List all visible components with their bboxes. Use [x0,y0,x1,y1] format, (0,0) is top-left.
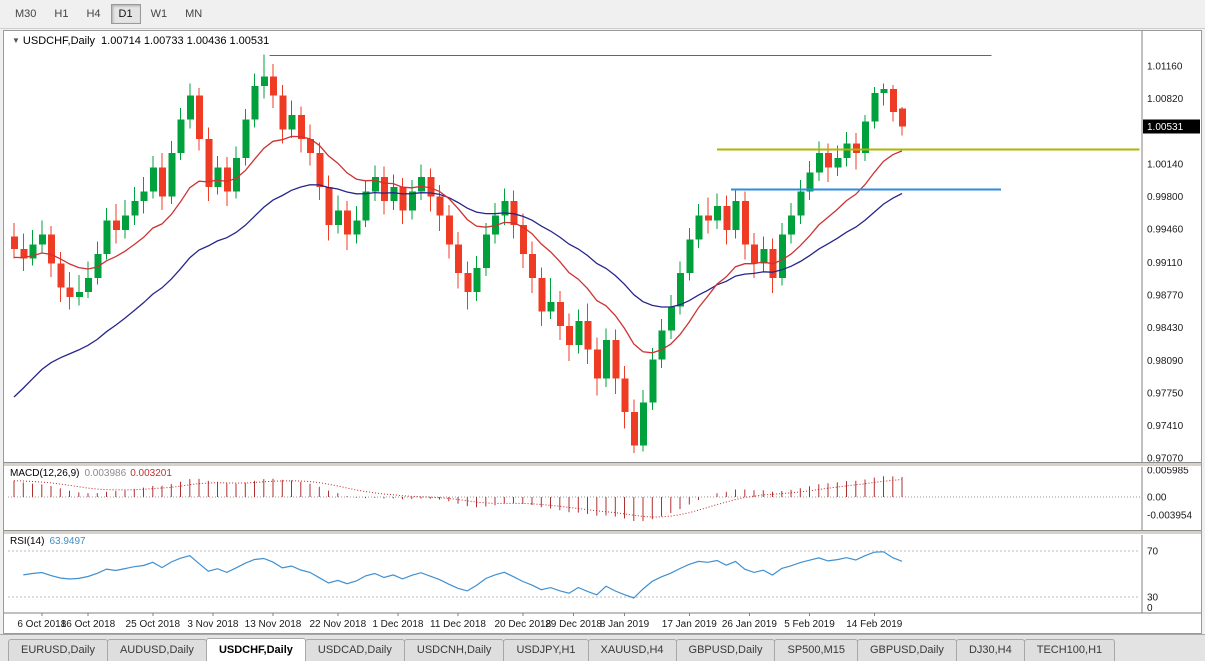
timeframe-button-mn[interactable]: MN [185,8,203,20]
panel-divider-macd[interactable] [4,462,1201,467]
chart-tab-usdcad-daily[interactable]: USDCAD,Daily [304,639,405,661]
chart-tab-dj30-h4[interactable]: DJ30,H4 [955,639,1025,661]
rsi-name: RSI(14) [10,536,45,547]
svg-text:1.00531: 1.00531 [1147,122,1184,133]
price-axis-label: 0.98430 [1147,323,1184,334]
chart-tab-tech100-h1[interactable]: TECH100,H1 [1023,639,1116,661]
macd-axis-label: 0.005985 [1147,466,1189,477]
price-axis-label: 0.99460 [1147,224,1184,235]
date-axis-label: 16 Oct 2018 [61,619,116,630]
chart-tab-audusd-daily[interactable]: AUDUSD,Daily [106,639,207,661]
chart-tab-gbpusd-daily[interactable]: GBPUSD,Daily [675,639,776,661]
price-axis-label: 0.98090 [1147,356,1184,367]
price-axis-label: 0.99800 [1147,192,1184,203]
chart-title: ▼ USDCHF,Daily 1.00714 1.00733 1.00436 1.0… [12,35,269,47]
macd-main-value: 0.003986 [84,468,127,479]
chart-window[interactable]: 1.01160 1.00820 1.00140 0.99800 0.99460 0.991… [3,30,1202,634]
rsi-indicator [8,550,1140,599]
date-axis-label: 5 Feb 2019 [784,619,835,630]
chart-canvas[interactable]: 1.01160 1.00820 1.00140 0.99800 0.99460 0.991… [4,31,1201,633]
chart-tab-usdjpy-h1[interactable]: USDJPY,H1 [503,639,589,661]
price-axis-label: 0.97410 [1147,421,1184,432]
date-axis-label: 6 Oct 2018 [17,619,66,630]
price-axis-label: 0.97070 [1147,454,1184,465]
current-price-tag [1143,119,1200,134]
timeframe-button-w1[interactable]: W1 [150,8,168,20]
macd-axis-label: -0.003954 [1147,510,1192,521]
chart-tab-sp500-m15[interactable]: SP500,M15 [774,639,858,661]
date-axis-label: 17 Jan 2019 [662,619,717,630]
timeframe-button-d1[interactable]: D1 [110,4,141,24]
chart-tab-xauusd-h4[interactable]: XAUUSD,H4 [587,639,677,661]
chart-ohlc-values: 1.00714 1.00733 1.00436 1.00531 [101,35,270,47]
timeframe-button-m30[interactable]: M30 [15,8,37,20]
timeframe-button-h4[interactable]: H4 [86,8,101,20]
macd-signal-value: 0.003201 [130,468,172,479]
macd-indicator-label: MACD(12,26,9) 0.003986 0.003201 [10,468,172,479]
date-axis-label: 13 Nov 2018 [245,619,302,630]
price-axis-label: 1.00820 [1147,94,1184,105]
date-axis-label: 22 Nov 2018 [309,619,366,630]
price-axis-label: 0.99110 [1147,258,1183,269]
date-axis-label: 25 Oct 2018 [126,619,181,630]
date-axis-label: 26 Jan 2019 [722,619,777,630]
fast-ma-line [13,135,903,354]
price-axis-label: 0.97750 [1147,388,1184,399]
timeframe-button-h1[interactable]: H1 [54,8,69,20]
rsi-indicator-label: RSI(14) 63.9497 [10,536,86,547]
price-axis-label: 1.01160 [1147,62,1183,73]
rsi-axis-label: 70 [1147,547,1159,558]
date-axis-label: 1 Dec 2018 [372,619,424,630]
chart-tab-usdchf-daily[interactable]: USDCHF,Daily [205,638,306,661]
date-axis-label: 29 Dec 2018 [545,619,602,630]
macd-axis-label: 0.00 [1147,493,1167,504]
date-axis-label: 20 Dec 2018 [494,619,551,630]
rsi-axis-label: 0 [1147,603,1153,614]
chart-tab-gbpusd-daily[interactable]: GBPUSD,Daily [856,639,957,661]
date-axis-label: 3 Nov 2018 [187,619,239,630]
price-axis-label: 0.98770 [1147,291,1184,302]
panel-divider-rsi[interactable] [4,530,1201,535]
rsi-axis-label: 30 [1147,593,1159,604]
chart-tab-usdcnh-daily[interactable]: USDCNH,Daily [403,639,505,661]
slow-ma-line [13,184,903,398]
chart-menu-arrow-icon: ▼ [12,36,20,45]
chart-tab-eurusd-daily[interactable]: EURUSD,Daily [8,639,108,661]
macd-name: MACD(12,26,9) [10,468,80,479]
date-axis-label: 8 Jan 2019 [600,619,650,630]
chart-symbol-period: USDCHF,Daily [22,35,96,47]
date-axis-label: 14 Feb 2019 [846,619,903,630]
rsi-line [23,551,903,599]
date-axis-label: 11 Dec 2018 [430,619,486,630]
moving-average-lines [13,135,903,398]
timeframe-toolbar: M30 H1 H4 D1 W1 MN [0,0,1205,29]
horizontal-level-lines[interactable] [269,55,1140,191]
rsi-value: 63.9497 [49,536,86,547]
candlestick-series [11,54,906,454]
macd-indicator [8,476,1140,522]
chart-axes[interactable]: 1.01160 1.00820 1.00140 0.99800 0.99460 0.991… [4,31,1201,630]
price-axis-label: 1.00140 [1147,159,1184,170]
chart-tab-bar: EURUSD,Daily AUDUSD,Daily USDCHF,Daily USDC… [0,634,1205,661]
